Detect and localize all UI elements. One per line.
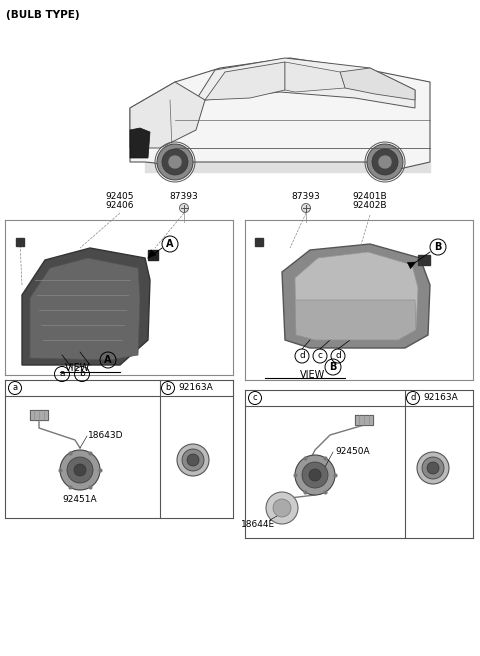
Circle shape	[162, 149, 188, 175]
Polygon shape	[196, 58, 415, 108]
Circle shape	[187, 454, 199, 466]
Circle shape	[367, 144, 403, 180]
Text: VIEW: VIEW	[300, 370, 325, 380]
Text: b: b	[79, 369, 85, 379]
Polygon shape	[418, 255, 430, 265]
Polygon shape	[340, 68, 415, 100]
Circle shape	[177, 444, 209, 476]
Text: b: b	[165, 384, 171, 392]
Circle shape	[378, 155, 392, 169]
Polygon shape	[130, 82, 205, 148]
Text: B: B	[434, 242, 442, 252]
Polygon shape	[16, 238, 24, 246]
Text: 92402B: 92402B	[353, 201, 387, 210]
Circle shape	[67, 457, 93, 483]
Circle shape	[273, 499, 291, 517]
Circle shape	[180, 203, 189, 213]
Polygon shape	[130, 128, 150, 158]
Text: A: A	[166, 239, 174, 249]
Text: 18644E: 18644E	[241, 520, 275, 529]
Text: 87393: 87393	[169, 192, 198, 201]
Text: 92405: 92405	[106, 192, 134, 201]
Circle shape	[182, 449, 204, 471]
Polygon shape	[285, 62, 345, 92]
Circle shape	[417, 452, 449, 484]
Circle shape	[302, 462, 328, 488]
Text: VIEW: VIEW	[65, 363, 90, 373]
Polygon shape	[145, 162, 430, 172]
Polygon shape	[205, 62, 285, 100]
Text: B: B	[329, 362, 336, 372]
Text: 92451A: 92451A	[63, 495, 97, 504]
Polygon shape	[295, 252, 418, 340]
Text: A: A	[104, 355, 112, 365]
Text: 92406: 92406	[106, 201, 134, 210]
Text: d: d	[410, 394, 416, 403]
Circle shape	[74, 464, 86, 476]
Text: 18643D: 18643D	[88, 430, 123, 440]
Circle shape	[157, 144, 193, 180]
Polygon shape	[148, 250, 156, 258]
Polygon shape	[355, 415, 373, 425]
Text: c: c	[252, 394, 257, 403]
Text: c: c	[317, 352, 323, 361]
Text: d: d	[299, 352, 305, 361]
Circle shape	[295, 455, 335, 495]
Circle shape	[266, 492, 298, 524]
Circle shape	[301, 203, 311, 213]
Circle shape	[422, 457, 444, 479]
Text: d: d	[335, 352, 341, 361]
Circle shape	[372, 149, 398, 175]
Polygon shape	[282, 244, 430, 348]
Circle shape	[60, 450, 100, 490]
Text: 92163A: 92163A	[178, 384, 213, 392]
Text: (BULB TYPE): (BULB TYPE)	[6, 10, 80, 20]
Text: a: a	[12, 384, 18, 392]
Polygon shape	[130, 58, 430, 170]
Polygon shape	[295, 300, 416, 340]
Polygon shape	[407, 262, 416, 269]
Polygon shape	[255, 238, 263, 246]
Circle shape	[309, 469, 321, 481]
Text: 92401B: 92401B	[353, 192, 387, 201]
Circle shape	[427, 462, 439, 474]
Text: 87393: 87393	[292, 192, 320, 201]
Text: a: a	[59, 369, 65, 379]
Polygon shape	[30, 410, 48, 420]
Text: 92450A: 92450A	[335, 447, 370, 457]
Polygon shape	[22, 248, 150, 365]
Polygon shape	[30, 258, 140, 360]
Polygon shape	[148, 250, 158, 260]
Text: 92163A: 92163A	[423, 394, 458, 403]
Circle shape	[168, 155, 182, 169]
